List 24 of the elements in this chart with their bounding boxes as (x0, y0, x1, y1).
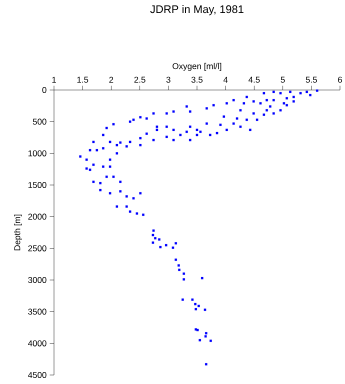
y-tick-label: 3500 (28, 308, 46, 315)
y-tick-label: 3000 (28, 276, 46, 284)
y-tick-label: 1500 (28, 182, 46, 188)
x-tick-label: 3 (166, 76, 170, 83)
x-tick-label: 1 (52, 76, 56, 83)
y-tick-label: 2000 (28, 214, 46, 220)
x-tick-label: 3.5 (191, 76, 203, 83)
y-tick-label: 1000 (28, 150, 46, 156)
x-tick-label: 2.5 (134, 76, 146, 83)
x-tick-label: 5 (280, 76, 285, 83)
y-tick-label: 2500 (28, 245, 46, 252)
x-tick-label: 4 (223, 76, 228, 83)
x-tick-label: 1.5 (77, 76, 88, 83)
y-tick-label: 4500 (28, 372, 46, 378)
chart-title: JDRP in May, 1981 (150, 5, 244, 16)
y-tick-label: 4000 (28, 340, 46, 346)
x-tick-label: 4.5 (248, 76, 260, 83)
x-tick-label: 6 (338, 76, 342, 83)
x-tick-label: 2 (109, 76, 114, 83)
x-tick-label: 5.5 (306, 76, 317, 83)
y-tick-label: 0 (42, 86, 46, 94)
y-axis-title: Depth [m] (14, 214, 22, 250)
x-axis-title: Oxygen [ml/l] (172, 62, 222, 71)
y-tick-label: 500 (32, 118, 46, 125)
